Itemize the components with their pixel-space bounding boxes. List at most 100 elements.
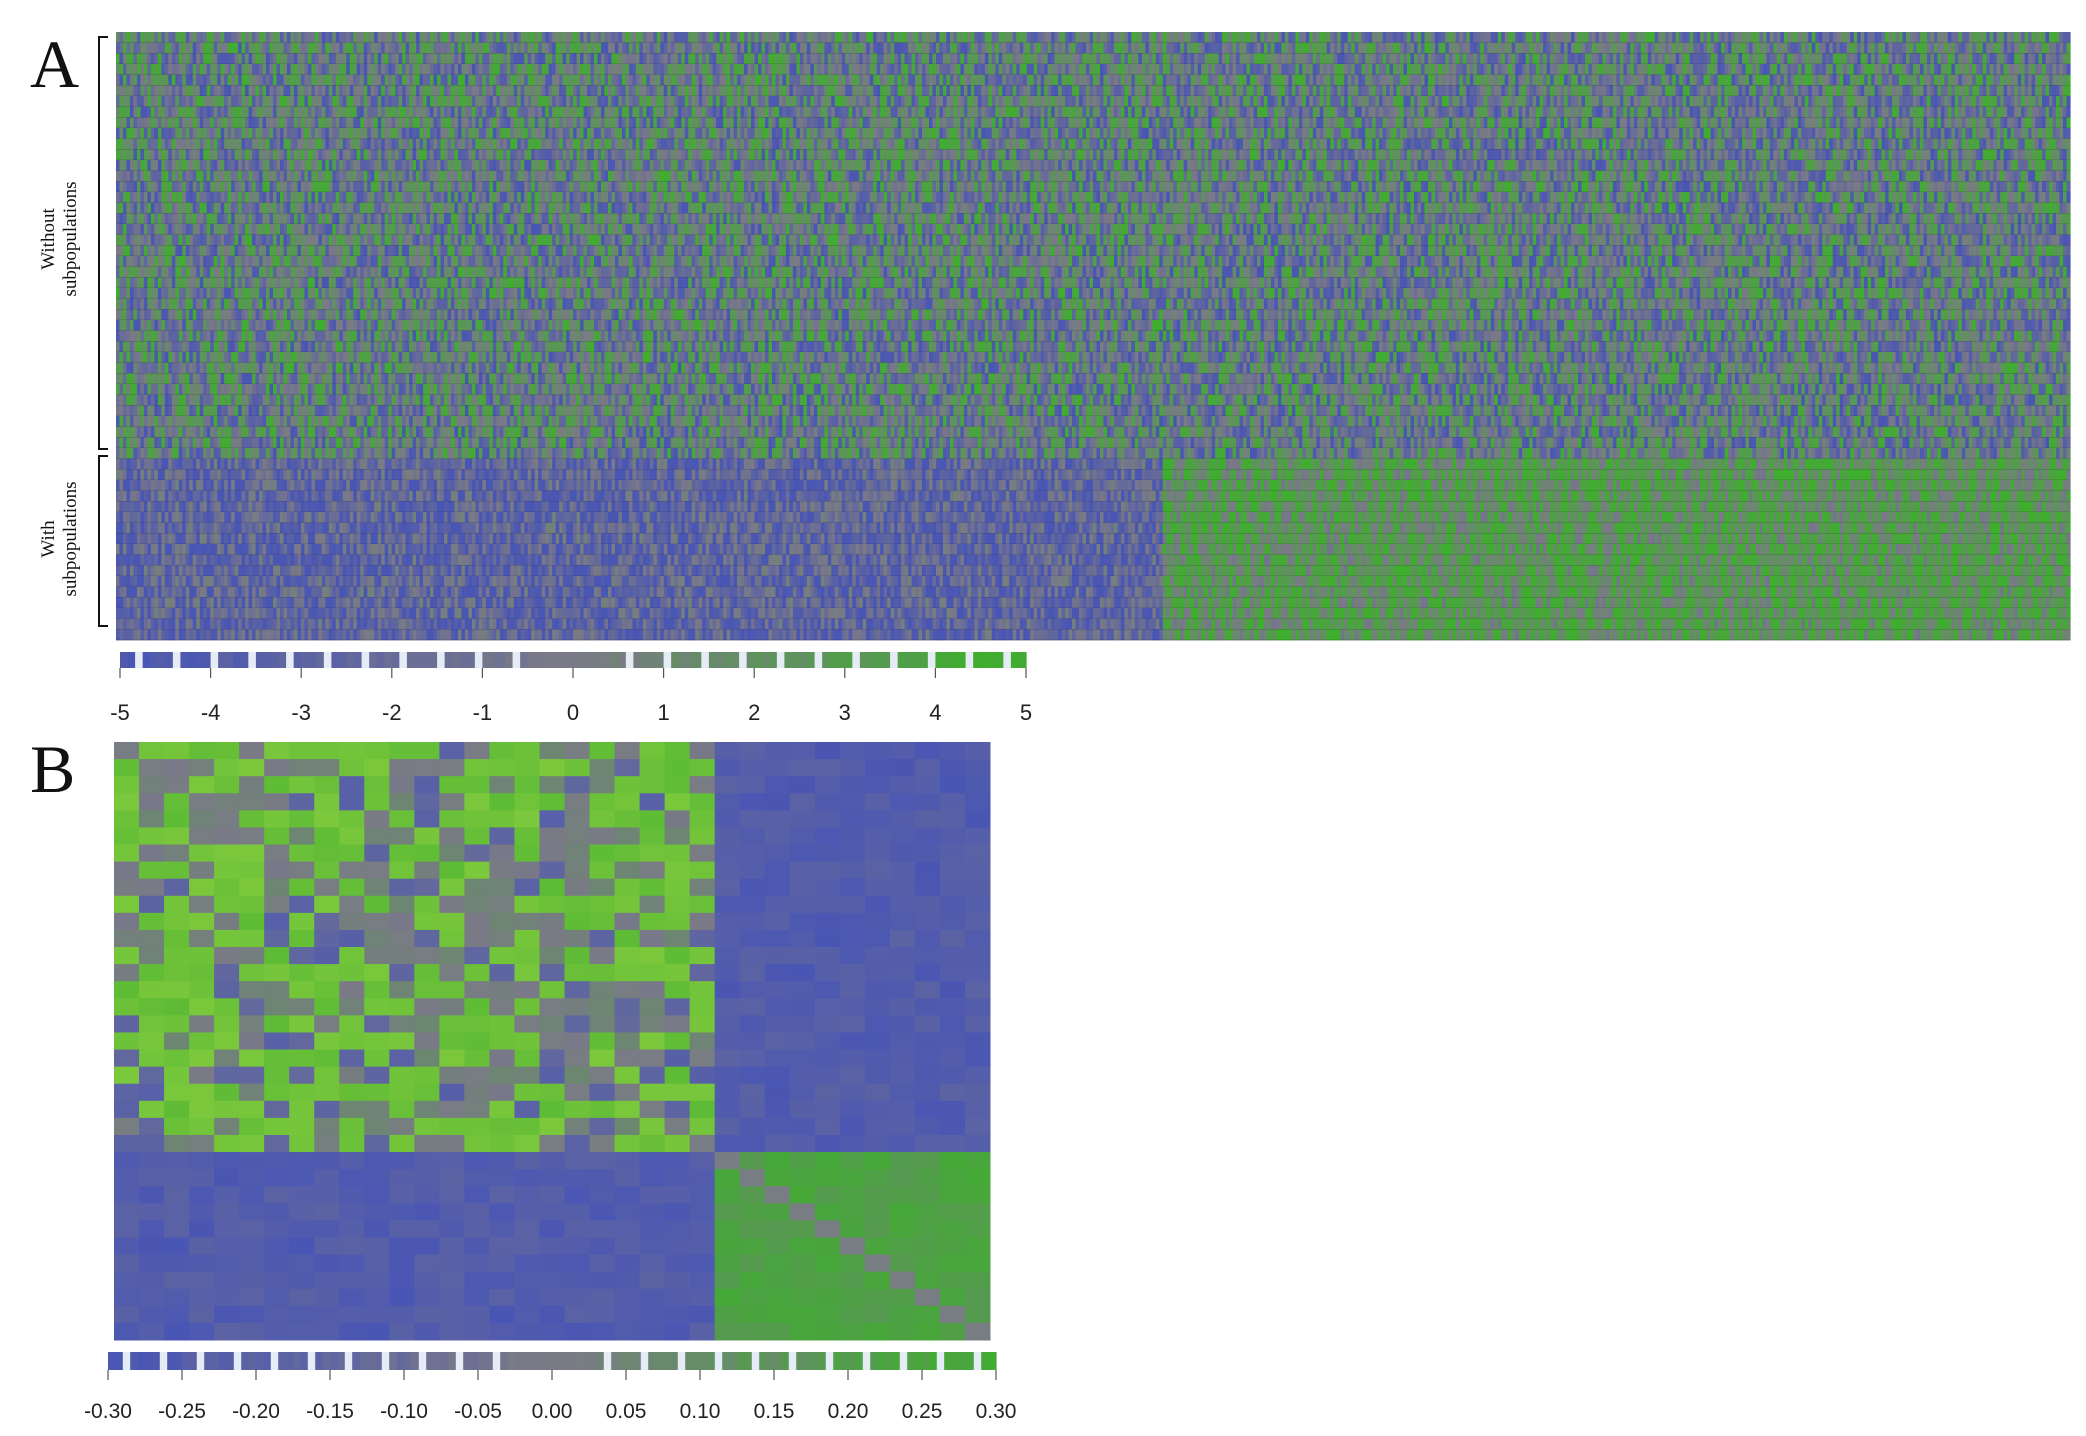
heatmap-a-cell — [702, 43, 706, 54]
heatmap-a-cell — [482, 64, 486, 75]
heatmap-a-cell — [1976, 32, 1980, 43]
heatmap-a-cell — [919, 64, 923, 75]
heatmap-a-cell — [1267, 96, 1271, 107]
heatmap-a-cell — [762, 32, 766, 43]
heatmap-a-cell — [2056, 64, 2060, 75]
heatmap-a-cell — [678, 107, 682, 118]
heatmap-a-cell — [482, 32, 486, 43]
heatmap-a-cell — [1798, 75, 1802, 86]
heatmap-a-cell — [123, 85, 127, 96]
heatmap-a-cell — [1875, 96, 1879, 107]
heatmap-a-cell — [287, 32, 291, 43]
heatmap-a-cell — [1170, 75, 1174, 86]
heatmap-a-cell — [1777, 75, 1781, 86]
heatmap-a-cell — [1515, 32, 1519, 43]
heatmap-a-cell — [2056, 32, 2060, 43]
heatmap-a-cell — [803, 64, 807, 75]
heatmap-a-cell — [1198, 85, 1202, 96]
heatmap-a-cell — [1693, 85, 1697, 96]
heatmap-a-cell — [1215, 32, 1219, 43]
heatmap-a-cell — [179, 96, 183, 107]
heatmap-a-cell — [1512, 107, 1516, 118]
heatmap-a-cell — [196, 75, 200, 86]
heatmap-a-cell — [1623, 96, 1627, 107]
heatmap-a-cell — [828, 75, 832, 86]
heatmap-a-cell — [1438, 96, 1442, 107]
heatmap-a-cell — [1627, 53, 1631, 64]
heatmap-a-cell — [1072, 85, 1076, 96]
heatmap-a-cell — [1400, 43, 1404, 54]
heatmap-a-cell — [1885, 96, 1889, 107]
heatmap-a-cell — [1927, 32, 1931, 43]
heatmap-a-cell — [1027, 53, 1031, 64]
heatmap-a-cell — [133, 43, 137, 54]
heatmap-a-cell — [172, 107, 176, 118]
heatmap-a-cell — [1843, 32, 1847, 43]
heatmap-a-cell — [573, 107, 577, 118]
heatmap-a-cell — [413, 107, 417, 118]
heatmap-a-cell — [1229, 43, 1233, 54]
heatmap-a-cell — [950, 107, 954, 118]
heatmap-a-cell — [500, 75, 504, 86]
heatmap-a-cell — [392, 64, 396, 75]
heatmap-a-cell — [748, 32, 752, 43]
heatmap-a-cell — [636, 43, 640, 54]
heatmap-a-cell — [685, 85, 689, 96]
heatmap-a-cell — [699, 53, 703, 64]
heatmap-a-cell — [1512, 64, 1516, 75]
heatmap-a-cell — [552, 85, 556, 96]
heatmap-a-cell — [709, 107, 713, 118]
heatmap-a-cell — [915, 85, 919, 96]
heatmap-a-cell — [1243, 107, 1247, 118]
heatmap-a-cell — [1630, 85, 1634, 96]
heatmap-a-cell — [1271, 53, 1275, 64]
heatmap-a-cell — [2063, 43, 2067, 54]
heatmap-a-cell — [1208, 75, 1212, 86]
heatmap-a-cell — [587, 32, 591, 43]
heatmap-a-cell — [838, 107, 842, 118]
heatmap-a-cell — [1770, 53, 1774, 64]
heatmap-a-cell — [339, 64, 343, 75]
heatmap-a-cell — [1051, 107, 1055, 118]
heatmap-a-cell — [1166, 32, 1170, 43]
heatmap-a-cell — [531, 107, 535, 118]
heatmap-a-cell — [158, 85, 162, 96]
heatmap-a-cell — [364, 96, 368, 107]
heatmap-a-cell — [1358, 64, 1362, 75]
heatmap-a-cell — [263, 85, 267, 96]
heatmap-a-cell — [601, 32, 605, 43]
heatmap-a-cell — [974, 43, 978, 54]
heatmap-a-cell — [1212, 53, 1216, 64]
heatmap-a-cell — [814, 64, 818, 75]
heatmap-a-cell — [1421, 85, 1425, 96]
heatmap-a-cell — [1752, 53, 1756, 64]
heatmap-a-cell — [598, 107, 602, 118]
heatmap-a-cell — [392, 43, 396, 54]
heatmap-a-cell — [420, 64, 424, 75]
heatmap-a-cell — [1445, 64, 1449, 75]
heatmap-a-cell — [1159, 85, 1163, 96]
heatmap-a-cell — [1337, 96, 1341, 107]
heatmap-a-cell — [179, 53, 183, 64]
heatmap-a-cell — [2018, 96, 2022, 107]
heatmap-a-cell — [772, 43, 776, 54]
heatmap-a-cell — [1372, 107, 1376, 118]
heatmap-a-cell — [1878, 43, 1882, 54]
heatmap-a-cell — [1222, 53, 1226, 64]
heatmap-a-cell — [1732, 96, 1736, 107]
heatmap-a-cell — [1697, 75, 1701, 86]
heatmap-a-cell — [210, 107, 214, 118]
heatmap-a-cell — [591, 107, 595, 118]
heatmap-a-cell — [653, 75, 657, 86]
heatmap-a-cell — [852, 75, 856, 86]
heatmap-a-cell — [1316, 96, 1320, 107]
heatmap-a-cell — [1878, 75, 1882, 86]
heatmap-a-cell — [168, 107, 172, 118]
heatmap-a-cell — [737, 75, 741, 86]
heatmap-a-cell — [632, 43, 636, 54]
heatmap-a-cell — [1149, 107, 1153, 118]
heatmap-a-cell — [1620, 64, 1624, 75]
heatmap-a-cell — [2067, 85, 2071, 96]
heatmap-a-cell — [919, 85, 923, 96]
heatmap-a-cell — [1243, 75, 1247, 86]
